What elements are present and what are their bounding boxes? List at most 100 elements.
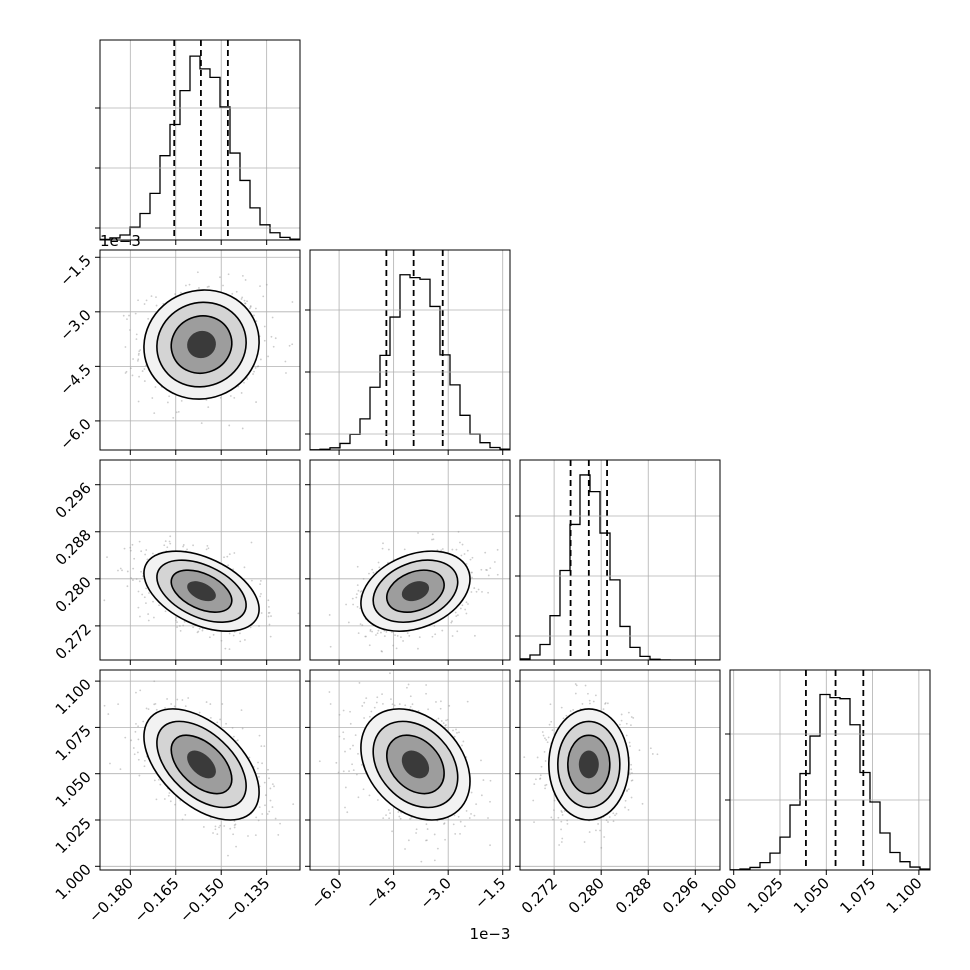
scatter-point-3-0 xyxy=(143,765,146,768)
scatter-point-1-0 xyxy=(79,336,81,338)
scatter-point-3-1 xyxy=(360,763,363,766)
scatter-point-2-0 xyxy=(249,626,252,629)
scatter-point-3-1 xyxy=(390,698,392,701)
scatter-point-2-1 xyxy=(455,615,458,618)
scatter-point-2-0 xyxy=(164,540,167,543)
ytick-label-3-1: 1.025 xyxy=(52,814,95,857)
scatter-point-2-1 xyxy=(356,584,359,587)
scatter-point-3-1 xyxy=(407,839,410,842)
scatter-point-3-0 xyxy=(214,825,217,828)
scatter-point-3-1 xyxy=(415,832,417,834)
scatter-point-3-1 xyxy=(363,701,366,704)
x-offset-label-1: 1e−3 xyxy=(470,925,511,943)
scatter-point-3-0 xyxy=(271,806,274,808)
scatter-point-2-0 xyxy=(259,583,262,586)
scatter-point-1-0 xyxy=(138,375,140,378)
scatter-point-3-0 xyxy=(256,767,259,770)
contour-3-1-2 xyxy=(386,734,445,795)
scatter-point-3-1 xyxy=(387,809,390,811)
scatter-point-3-1 xyxy=(420,860,423,863)
scatter-point-2-0 xyxy=(226,555,229,558)
scatter-point-3-0 xyxy=(263,745,266,747)
scatter-point-3-0 xyxy=(163,798,166,800)
scatter-point-3-2 xyxy=(565,714,568,717)
scatter-point-3-1 xyxy=(344,786,347,789)
contour-2-0-1 xyxy=(156,559,247,623)
scatter-point-2-0 xyxy=(205,548,208,551)
scatter-point-3-0 xyxy=(168,792,171,794)
scatter-point-3-0 xyxy=(135,722,137,725)
contour-3-1-1 xyxy=(372,720,459,809)
scatter-point-1-0 xyxy=(288,344,291,347)
scatter-point-2-1 xyxy=(371,568,374,571)
contour-3-2-1 xyxy=(557,720,621,809)
scatter-point-3-0 xyxy=(268,777,270,780)
contour-3-0-1 xyxy=(156,720,247,809)
scatter-point-2-0 xyxy=(164,610,167,613)
scatter-point-3-0 xyxy=(137,758,140,761)
scatter-point-1-0 xyxy=(254,307,257,310)
scatter-point-1-0 xyxy=(257,365,260,368)
scatter-point-1-0 xyxy=(241,274,244,277)
scatter-point-2-0 xyxy=(151,552,154,555)
scatter-point-1-0 xyxy=(143,380,146,382)
panel-3-3 xyxy=(725,669,931,875)
scatter-point-3-0 xyxy=(264,804,266,807)
scatter-point-1-0 xyxy=(175,411,178,414)
scatter-point-2-1 xyxy=(368,572,370,575)
scatter-point-3-0 xyxy=(142,720,145,723)
scatter-point-3-1 xyxy=(391,703,394,706)
scatter-point-1-0 xyxy=(246,300,248,303)
y-offset-label-1: 1e−3 xyxy=(100,232,141,250)
scatter-point-2-1 xyxy=(352,603,355,606)
scatter-point-2-1 xyxy=(417,532,419,534)
scatter-point-2-0 xyxy=(169,535,172,538)
scatter-point-2-0 xyxy=(228,632,231,635)
scatter-point-3-2 xyxy=(626,790,628,793)
scatter-point-2-0 xyxy=(239,632,241,635)
xtick-label-3-1: 1.025 xyxy=(744,874,787,917)
scatter-point-2-1 xyxy=(432,538,435,541)
scatter-point-3-0 xyxy=(258,734,261,737)
scatter-point-3-2 xyxy=(630,768,633,771)
scatter-point-3-1 xyxy=(399,817,402,820)
scatter-point-2-1 xyxy=(463,553,466,555)
scatter-point-2-0 xyxy=(260,612,263,614)
scatter-point-1-0 xyxy=(259,285,261,287)
scatter-point-3-0 xyxy=(258,775,260,778)
axes-frame-1-0 xyxy=(99,249,301,451)
contour-2-0-0 xyxy=(143,550,260,632)
scatter-point-3-0 xyxy=(159,783,162,786)
scatter-point-2-1 xyxy=(481,590,483,593)
scatter-point-1-0 xyxy=(136,359,139,362)
scatter-point-2-1 xyxy=(380,650,383,652)
panel-0-0 xyxy=(95,39,301,245)
scatter-point-2-0 xyxy=(129,546,132,549)
scatter-point-2-0 xyxy=(260,593,262,595)
scatter-point-2-1 xyxy=(489,567,492,570)
scatter-point-3-2 xyxy=(583,841,586,843)
xtick-label-2-0: 0.272 xyxy=(518,874,561,917)
scatter-point-2-0 xyxy=(224,647,227,650)
scatter-point-1-0 xyxy=(172,416,175,419)
scatter-point-3-1 xyxy=(348,770,350,773)
histogram-3 xyxy=(730,693,930,870)
scatter-point-1-0 xyxy=(196,271,199,274)
scatter-point-3-2 xyxy=(534,778,537,781)
scatter-point-3-1 xyxy=(349,747,352,750)
scatter-point-2-1 xyxy=(471,556,474,559)
scatter-point-3-0 xyxy=(292,803,295,806)
scatter-point-2-0 xyxy=(206,544,209,547)
scatter-point-3-2 xyxy=(546,741,549,744)
xtick-label-1-3: −1.5 xyxy=(471,874,509,912)
scatter-point-2-0 xyxy=(119,567,122,570)
scatter-point-1-0 xyxy=(263,325,266,328)
scatter-point-2-1 xyxy=(469,558,472,561)
ytick-label-2-0: 0.272 xyxy=(52,620,95,663)
scatter-point-2-1 xyxy=(385,630,388,633)
scatter-point-1-0 xyxy=(154,386,157,388)
scatter-point-2-0 xyxy=(197,630,200,633)
xtick-label-0-2: −0.150 xyxy=(176,874,228,926)
scatter-point-2-0 xyxy=(145,549,148,551)
scatter-point-3-1 xyxy=(470,813,472,815)
